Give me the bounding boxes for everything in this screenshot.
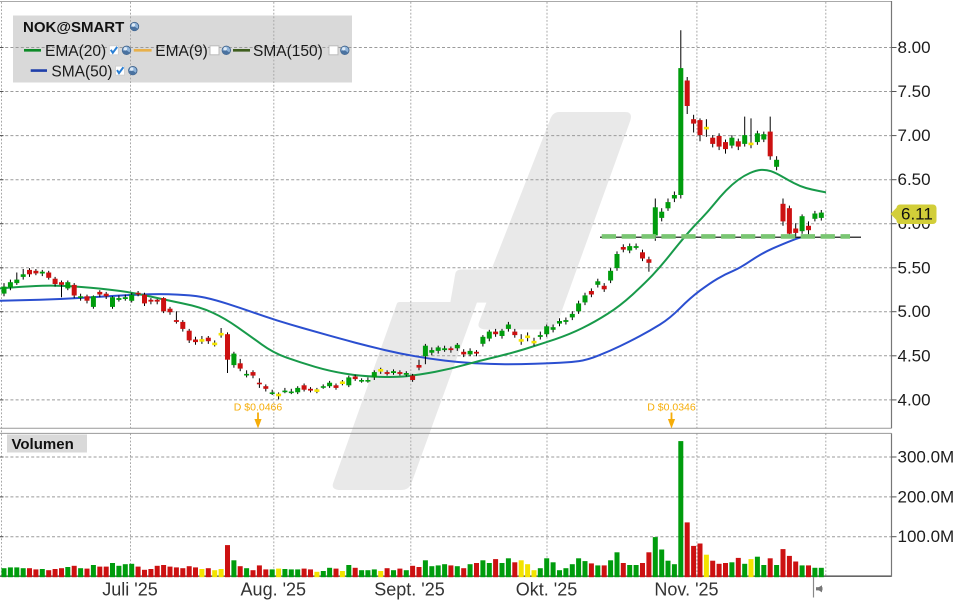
svg-text:5.50: 5.50 bbox=[898, 258, 931, 277]
svg-text:Sept. '25: Sept. '25 bbox=[374, 580, 445, 600]
svg-text:5.00: 5.00 bbox=[898, 302, 931, 321]
svg-text:6.50: 6.50 bbox=[898, 170, 931, 189]
svg-text:4.50: 4.50 bbox=[898, 346, 931, 365]
svg-text:Juli '25: Juli '25 bbox=[102, 580, 157, 600]
svg-text:4.00: 4.00 bbox=[898, 390, 931, 409]
svg-text:D $0.0466: D $0.0466 bbox=[234, 402, 283, 414]
svg-text:200.0M: 200.0M bbox=[898, 487, 955, 506]
svg-text:NOK@SMART: NOK@SMART bbox=[23, 19, 124, 36]
svg-text:Okt. '25: Okt. '25 bbox=[516, 580, 577, 600]
svg-text:SMA(50): SMA(50) bbox=[51, 63, 112, 80]
svg-text:7.00: 7.00 bbox=[898, 126, 931, 145]
svg-text:300.0M: 300.0M bbox=[898, 448, 955, 467]
svg-text:SMA(150): SMA(150) bbox=[253, 43, 323, 60]
svg-text:7.50: 7.50 bbox=[898, 82, 931, 101]
svg-text:Nov. '25: Nov. '25 bbox=[654, 580, 718, 600]
svg-text:6.11: 6.11 bbox=[901, 205, 933, 224]
svg-text:8.00: 8.00 bbox=[898, 38, 931, 57]
svg-text:EMA(20): EMA(20) bbox=[45, 43, 106, 60]
svg-text:EMA(9): EMA(9) bbox=[155, 43, 208, 60]
svg-text:Aug. '25: Aug. '25 bbox=[241, 580, 307, 600]
svg-text:100.0M: 100.0M bbox=[898, 527, 955, 546]
svg-text:Volumen: Volumen bbox=[12, 436, 74, 453]
svg-text:D $0.0346: D $0.0346 bbox=[647, 402, 696, 414]
